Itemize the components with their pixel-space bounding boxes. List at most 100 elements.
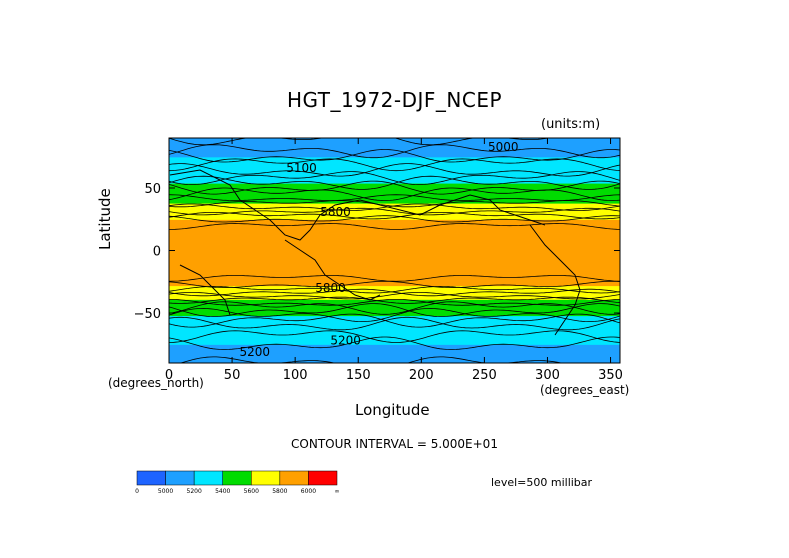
legend-level-label: 0: [135, 488, 139, 495]
y-tick-label: −50: [134, 307, 161, 322]
band-strip: [169, 296, 620, 299]
band-strip: [169, 155, 620, 158]
band-strip: [169, 300, 620, 303]
band-strip: [169, 325, 620, 328]
band-strip: [169, 160, 620, 163]
band-strip: [169, 281, 620, 284]
x-axis: 0 50 100 150 200 250 300 350: [165, 138, 623, 383]
contour-line: [169, 285, 620, 294]
contour-line: [169, 171, 620, 185]
band-strip: [169, 329, 620, 332]
contour-line: [169, 149, 620, 163]
band-strip: [169, 178, 620, 180]
band-strip: [169, 184, 620, 187]
band-strip: [169, 338, 620, 340]
band-strip: [169, 144, 620, 147]
contour-line: [169, 299, 620, 306]
band-strip: [169, 201, 620, 204]
contour-line: [179, 356, 563, 363]
x-units-right: (degrees_east): [540, 383, 630, 397]
band-strip: [169, 158, 620, 160]
band-strip: [169, 193, 620, 195]
contour-line: [169, 223, 620, 230]
band-strip: [169, 261, 620, 264]
contour-line: [169, 330, 620, 343]
band-strip: [169, 254, 620, 257]
band-strip: [169, 185, 620, 188]
band-strip: [169, 219, 620, 222]
band-strip: [169, 268, 620, 270]
contour-line: [169, 212, 620, 220]
x-tick-label: 50: [224, 368, 241, 383]
contour-line: [169, 207, 620, 216]
legend-level-label: 5600: [244, 488, 259, 495]
contour-value-label: 5200: [240, 345, 271, 359]
band-strip: [169, 283, 620, 285]
band-strip: [169, 269, 620, 272]
band-strip: [169, 344, 620, 347]
x-tick-label: 250: [472, 368, 497, 383]
band-strip: [169, 143, 620, 145]
band-strip: [169, 188, 620, 190]
band-strip: [169, 175, 620, 178]
band-strip: [169, 240, 620, 243]
band-strip: [169, 260, 620, 263]
band-strip: [169, 235, 620, 238]
band-strip: [169, 266, 620, 269]
x-tick-label: 300: [535, 368, 560, 383]
band-strip: [169, 263, 620, 265]
coastline-north: [169, 169, 546, 241]
band-strip: [169, 238, 620, 240]
band-strip: [169, 166, 620, 169]
band-strip: [169, 250, 620, 253]
y-tick-label: 0: [153, 245, 161, 260]
band-strip: [169, 348, 620, 350]
contour-line: [169, 187, 620, 201]
coastline-africa: [179, 264, 231, 316]
band-strip: [169, 258, 620, 260]
band-strip: [169, 239, 620, 242]
band-strip: [169, 196, 620, 199]
contour-line: [169, 316, 620, 331]
band-strip: [169, 278, 620, 280]
contour-line: [169, 313, 620, 328]
band-strip: [169, 194, 620, 197]
band-strip: [169, 311, 620, 314]
band-strip: [169, 345, 620, 348]
band-strip: [169, 231, 620, 234]
band-strip: [169, 255, 620, 258]
band-strip: [169, 309, 620, 312]
band-strip: [169, 150, 620, 153]
band-strip: [169, 360, 620, 363]
color-legend: 0 5000 5200 5400 5600 5800 6000 ∞: [135, 470, 340, 495]
band-strip: [169, 331, 620, 334]
band-strip: [169, 251, 620, 254]
y-axis: 50 0 −50: [134, 182, 620, 322]
band-strip: [169, 308, 620, 310]
band-strip: [169, 356, 620, 359]
band-strip: [169, 354, 620, 357]
band-strip: [169, 173, 620, 175]
band-strip: [169, 303, 620, 305]
legend-swatch: [193, 470, 223, 486]
band-strip: [169, 224, 620, 227]
contour-line: [169, 292, 620, 300]
band-strip: [169, 298, 620, 300]
band-strip: [169, 223, 620, 225]
legend-level-label: 5000: [158, 488, 173, 495]
band-strip: [169, 153, 620, 155]
legend-swatch: [279, 470, 309, 486]
band-strip: [169, 328, 620, 330]
band-strip: [169, 171, 620, 174]
band-strip: [169, 229, 620, 232]
band-strip: [169, 179, 620, 182]
x-tick-label: 200: [409, 368, 434, 383]
band-strip: [169, 264, 620, 267]
band-strip: [169, 279, 620, 282]
contour-value-label: 5800: [315, 281, 346, 295]
legend-swatch: [308, 470, 338, 486]
band-strip: [169, 265, 620, 268]
band-strip: [169, 159, 620, 162]
band-strip: [169, 244, 620, 247]
